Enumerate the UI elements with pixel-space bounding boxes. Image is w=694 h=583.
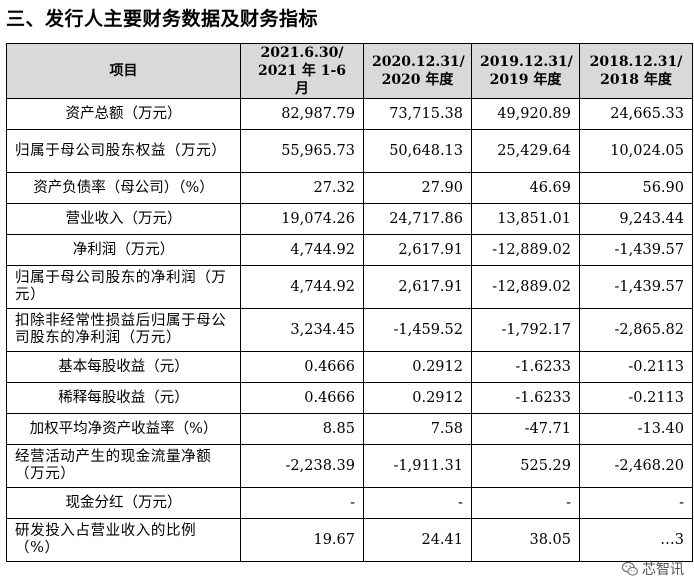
cell-value: 73,715.38 (363, 98, 472, 130)
table-row: 现金分红（万元） - - - - (6, 487, 693, 519)
cell-value: 24,717.86 (363, 203, 472, 235)
cell-value: 9,243.44 (579, 203, 693, 235)
header-period-span: 2019 年度 (489, 72, 562, 88)
row-label: 稀释每股收益（元） (6, 382, 241, 414)
cell-value: …3 (579, 518, 693, 562)
table-header-row: 项目 2021.6.30/ 2021 年 1-6 月 2020.12.31/ 2… (6, 43, 693, 99)
cell-value: -2,468.20 (579, 444, 693, 488)
table-row: 扣除非经常性损益后归属于母公司股东的净利润（万元） 3,234.45 -1,459.… (6, 308, 693, 352)
header-period: 2019.12.31/ 2019 年度 (471, 43, 580, 99)
table-row: 归属于母公司股东的净利润（万元） 4,744.92 2,617.91 -12,889.… (6, 265, 693, 309)
cell-value: - (471, 487, 580, 519)
header-period-span: 2020 年度 (381, 72, 454, 88)
header-period: 2021.6.30/ 2021 年 1-6 月 (240, 43, 364, 99)
row-label: 净利润（万元） (6, 234, 241, 266)
cell-value: -0.2113 (579, 382, 693, 414)
row-label: 扣除非经常性损益后归属于母公司股东的净利润（万元） (6, 308, 241, 352)
cell-value: 46.69 (471, 172, 580, 204)
row-label: 经营活动产生的现金流量净额（万元） (6, 444, 241, 488)
cell-value: 10,024.05 (579, 129, 693, 173)
cell-value: 2,617.91 (363, 234, 472, 266)
cell-value: -47.71 (471, 413, 580, 445)
cell-value: -1,459.52 (363, 308, 472, 352)
section-title: 三、发行人主要财务数据及财务指标 (6, 8, 319, 30)
cell-value: 0.4666 (240, 382, 364, 414)
cell-value: 24.41 (363, 518, 472, 562)
cell-value: 56.90 (579, 172, 693, 204)
cell-value: - (363, 487, 472, 519)
cell-value: 27.90 (363, 172, 472, 204)
cell-value: 13,851.01 (471, 203, 580, 235)
cell-value: 50,648.13 (363, 129, 472, 173)
cell-value: -1,911.31 (363, 444, 472, 488)
cell-value: -12,889.02 (471, 265, 580, 309)
cell-value: 38.05 (471, 518, 580, 562)
cell-value: 0.4666 (240, 351, 364, 383)
header-period-date: 2018.12.31/ (589, 54, 683, 70)
header-period: 2020.12.31/ 2020 年度 (363, 43, 472, 99)
header-period-date: 2020.12.31/ (372, 54, 465, 70)
row-label: 资产总额（万元） (6, 98, 241, 130)
cell-value: 4,744.92 (240, 265, 364, 309)
table-row: 研发投入占营业收入的比例（%） 19.67 24.41 38.05 …3 (6, 518, 693, 562)
cell-value: -2,865.82 (579, 308, 693, 352)
cell-value: 27.32 (240, 172, 364, 204)
cell-value: -2,238.39 (240, 444, 364, 488)
cell-value: 49,920.89 (471, 98, 580, 130)
table-row: 资产负债率（母公司）（%） 27.32 27.90 46.69 56.90 (6, 172, 693, 204)
header-period-date: 2021.6.30/ (260, 45, 344, 61)
cell-value: 7.58 (363, 413, 472, 445)
cell-value: -1.6233 (471, 382, 580, 414)
cell-value: 525.29 (471, 444, 580, 488)
header-period-span: 2021 年 1-6 月 (257, 63, 346, 97)
cell-value: 55,965.73 (240, 129, 364, 173)
cell-value: -1,792.17 (471, 308, 580, 352)
cell-value: -13.40 (579, 413, 693, 445)
cell-value: -1.6233 (471, 351, 580, 383)
cell-value: 24,665.33 (579, 98, 693, 130)
cell-value: - (579, 487, 693, 519)
cell-value: 0.2912 (363, 351, 472, 383)
row-label: 现金分红（万元） (6, 487, 241, 519)
row-label: 加权平均净资产收益率（%） (6, 413, 241, 445)
row-label: 研发投入占营业收入的比例（%） (6, 518, 241, 562)
row-label: 归属于母公司股东的净利润（万元） (6, 265, 241, 309)
wechat-icon (621, 561, 638, 576)
table-row: 基本每股收益（元） 0.4666 0.2912 -1.6233 -0.2113 (6, 351, 693, 383)
cell-value: 4,744.92 (240, 234, 364, 266)
table-row: 稀释每股收益（元） 0.4666 0.2912 -1.6233 -0.2113 (6, 382, 693, 414)
cell-value: 25,429.64 (471, 129, 580, 173)
row-label: 归属于母公司股东权益（万元） (6, 129, 241, 173)
cell-value: 3,234.45 (240, 308, 364, 352)
row-label: 营业收入（万元） (6, 203, 241, 235)
cell-value: 19.67 (240, 518, 364, 562)
cell-value: 0.2912 (363, 382, 472, 414)
table-row: 归属于母公司股东权益（万元） 55,965.73 50,648.13 25,429.6… (6, 129, 693, 173)
header-period-span: 2018 年度 (600, 72, 672, 88)
header-item: 项目 (6, 43, 241, 99)
header-period-date: 2019.12.31/ (480, 54, 573, 70)
cell-value: 19,074.26 (240, 203, 364, 235)
table-row: 资产总额（万元） 82,987.79 73,715.38 49,920.89 24,66… (6, 98, 693, 130)
table-row: 净利润（万元） 4,744.92 2,617.91 -12,889.02 -1,439.… (6, 234, 693, 266)
row-label: 基本每股收益（元） (6, 351, 241, 383)
table-row: 营业收入（万元） 19,074.26 24,717.86 13,851.01 9,243… (6, 203, 693, 235)
header-period: 2018.12.31/ 2018 年度 (579, 43, 693, 99)
cell-value: - (240, 487, 364, 519)
cell-value: 2,617.91 (363, 265, 472, 309)
cell-value: -1,439.57 (579, 265, 693, 309)
financial-data-table: 项目 2021.6.30/ 2021 年 1-6 月 2020.12.31/ 2… (6, 43, 693, 562)
cell-value: 82,987.79 (240, 98, 364, 130)
table-row: 加权平均净资产收益率（%） 8.85 7.58 -47.71 -13.40 (6, 413, 693, 445)
cell-value: -12,889.02 (471, 234, 580, 266)
cell-value: 8.85 (240, 413, 364, 445)
cell-value: -0.2113 (579, 351, 693, 383)
row-label: 资产负债率（母公司）（%） (6, 172, 241, 204)
watermark-text: 芯智讯 (642, 562, 684, 578)
table-row: 经营活动产生的现金流量净额（万元） -2,238.39 -1,911.31 525.2… (6, 444, 693, 488)
cell-value: -1,439.57 (579, 234, 693, 266)
watermark: 芯智讯 (621, 559, 684, 579)
